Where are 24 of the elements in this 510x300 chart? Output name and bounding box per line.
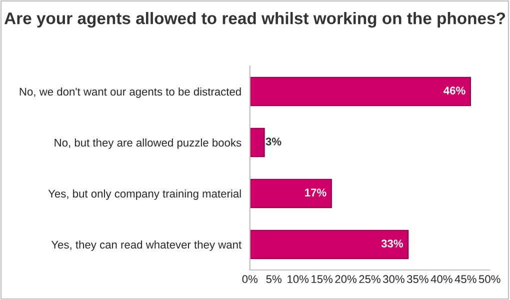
data-label: 17% (305, 188, 326, 196)
y-tick-label: Yes, but only company training material (48, 189, 241, 200)
chart-title: Are your agents allowed to read whilst working on the phones? (4, 12, 506, 28)
bar (250, 178, 332, 208)
x-tick-label: 10% (288, 275, 309, 284)
data-label: 46% (444, 86, 466, 94)
data-label: 3% (266, 138, 282, 146)
y-tick-label: Yes, they can read whatever they want (51, 240, 242, 251)
x-tick-label: 5% (266, 275, 282, 284)
x-tick-label: 15% (312, 275, 333, 284)
y-tick-label: No, but they are allowed puzzle books (54, 138, 242, 149)
bar (250, 230, 409, 260)
data-label: 33% (381, 240, 404, 248)
x-tick-label: 20% (335, 275, 357, 284)
bar (250, 76, 471, 106)
x-tick-label: 45% (454, 275, 476, 284)
bar (250, 128, 265, 158)
y-tick-label: No, we don't want our agents to be distracted (20, 87, 241, 98)
x-tick-label: 50% (478, 275, 500, 284)
x-tick-label: 35% (406, 275, 428, 284)
x-tick-label: 30% (383, 275, 404, 284)
x-tick-label: 25% (359, 275, 380, 284)
x-tick-label: 0% (242, 275, 258, 284)
x-tick-label: 40% (430, 275, 452, 284)
